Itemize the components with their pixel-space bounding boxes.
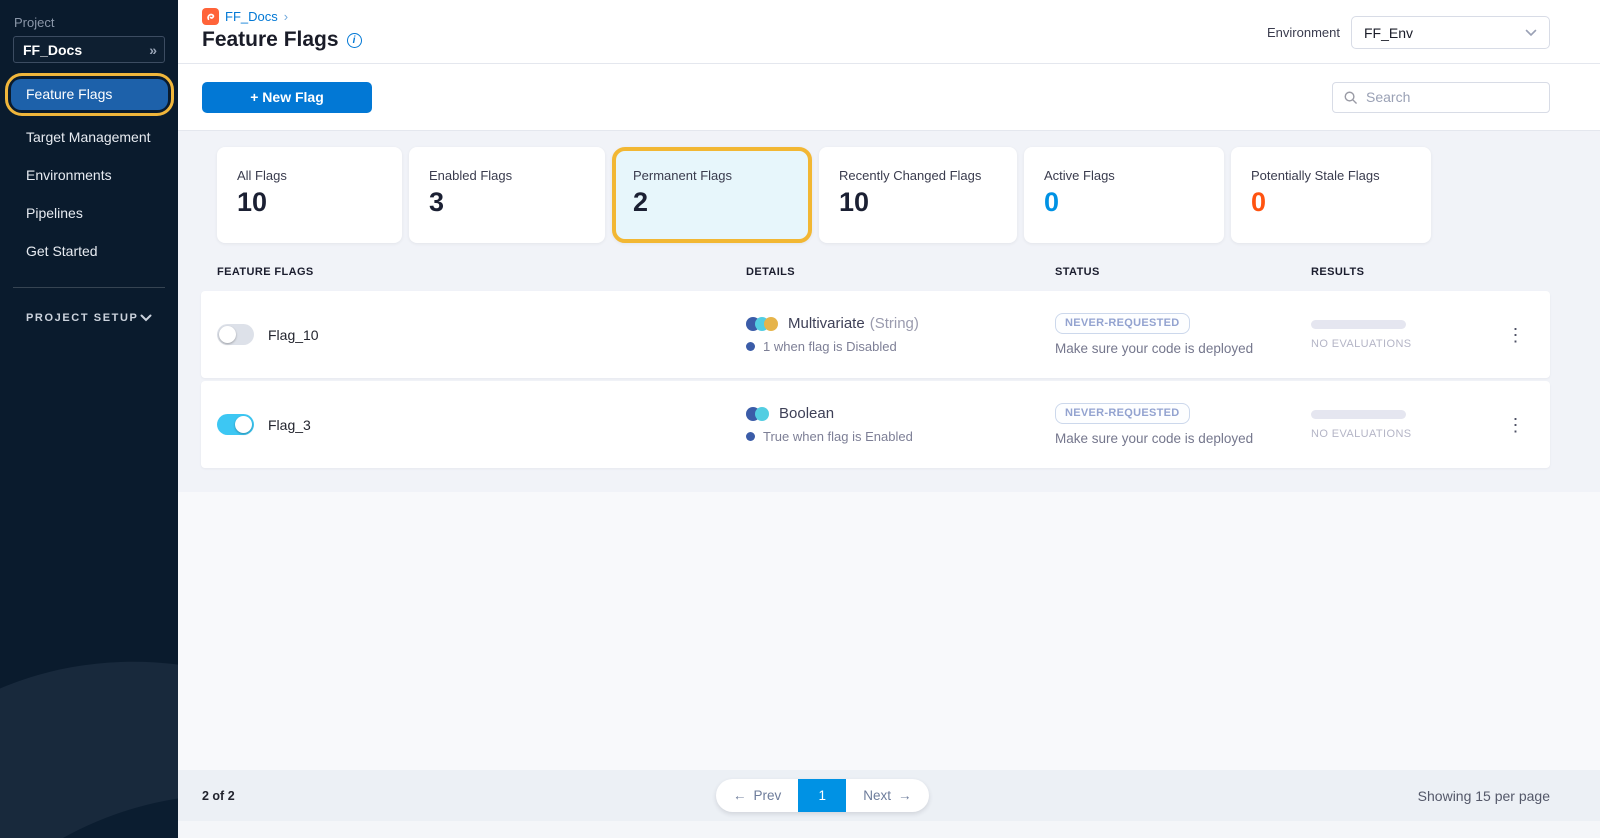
environment-label: Environment (1267, 25, 1340, 40)
column-header-results: RESULTS (1311, 266, 1365, 278)
stat-card-recently-changed-flags[interactable]: Recently Changed Flags 10 (819, 147, 1017, 243)
default-rule-text: True when flag is Enabled (763, 429, 913, 444)
column-header-feature-flags: FEATURE FLAGS (217, 266, 314, 278)
status-badge: NEVER-REQUESTED (1055, 403, 1190, 424)
environment-value: FF_Env (1364, 24, 1414, 41)
breadcrumb[interactable]: FF_Docs › (202, 8, 362, 25)
arrow-right-icon: → (898, 788, 912, 803)
project-setup-section-toggle[interactable]: PROJECT SETUP (26, 309, 152, 327)
row-menu-kebab-icon[interactable]: ⋮ (1506, 324, 1525, 345)
toggle-knob (235, 416, 252, 433)
stat-card-active-flags[interactable]: Active Flags 0 (1024, 147, 1224, 243)
flag-toggle[interactable] (217, 414, 254, 435)
stat-label: Active Flags (1044, 168, 1115, 183)
stat-label: Permanent Flags (633, 168, 732, 183)
status-text: Make sure your code is deployed (1055, 431, 1254, 446)
per-page-indicator: Showing 15 per page (1417, 787, 1550, 804)
page-title: Feature Flags (202, 28, 339, 51)
flag-name[interactable]: Flag_3 (268, 416, 311, 433)
variant-color-dot (764, 316, 778, 331)
stat-value: 2 (633, 187, 649, 217)
row-count: 2 of 2 (202, 788, 235, 803)
stat-card-potentially-stale-flags[interactable]: Potentially Stale Flags 0 (1231, 147, 1431, 243)
next-label: Next (863, 788, 892, 803)
project-selector[interactable]: FF_Docs » (13, 36, 165, 63)
content: All Flags 10 Enabled Flags 3 Permanent F… (178, 131, 1600, 838)
evaluations-label: NO EVALUATIONS (1311, 427, 1412, 440)
breadcrumb-separator-icon: › (283, 9, 289, 24)
table-row[interactable]: Flag_3 Boolean True when flag is Enabled (201, 381, 1550, 468)
row-menu-kebab-icon[interactable]: ⋮ (1506, 414, 1525, 435)
toolbar: + New Flag (178, 64, 1600, 131)
next-page-button[interactable]: Next → (846, 779, 928, 812)
flag-type: Multivariate (788, 315, 865, 332)
content-empty-space (178, 492, 1600, 770)
arrow-left-icon: ← (733, 788, 747, 803)
toggle-knob (219, 326, 236, 343)
variant-color-dot (755, 406, 769, 421)
column-header-details: DETAILS (746, 266, 796, 278)
sidebar-nav: Feature Flags Target Management Environm… (0, 73, 178, 270)
stat-label: All Flags (237, 168, 287, 183)
evaluations-bar (1311, 409, 1406, 419)
sidebar-item-feature-flags[interactable]: Feature Flags (11, 79, 168, 110)
evaluations-label: NO EVALUATIONS (1311, 337, 1412, 350)
prev-page-button[interactable]: ← Prev (716, 779, 798, 812)
chevron-down-icon (140, 309, 152, 327)
default-variant-dot (746, 342, 755, 351)
page-number-button[interactable]: 1 (798, 779, 847, 812)
pagination: ← Prev 1 Next → (716, 779, 929, 812)
stat-label: Enabled Flags (429, 168, 513, 183)
default-variant-dot (746, 432, 755, 441)
sidebar-divider (13, 287, 165, 288)
flag-type-detail: (String) (869, 315, 919, 332)
flag-toggle[interactable] (217, 324, 254, 345)
sidebar: Project FF_Docs » Feature Flags Target M… (0, 0, 178, 838)
new-flag-button[interactable]: + New Flag (202, 81, 372, 113)
bottom-strip (178, 821, 1600, 838)
flag-type: Boolean (779, 405, 835, 422)
sidebar-item-environments[interactable]: Environments (26, 167, 112, 183)
page-header: FF_Docs › Feature Flags i Environment FF… (178, 0, 1600, 64)
pagination-footer: 2 of 2 ← Prev 1 Next → Showing 15 per pa… (178, 770, 1600, 821)
environment-select[interactable]: FF_Env (1351, 16, 1550, 49)
status-badge: NEVER-REQUESTED (1055, 313, 1190, 334)
chevron-down-icon (1525, 29, 1537, 37)
sidebar-item-pipelines[interactable]: Pipelines (26, 205, 83, 221)
project-setup-label: PROJECT SETUP (26, 312, 139, 324)
stat-card-all-flags[interactable]: All Flags 10 (217, 147, 402, 243)
default-rule-text: 1 when flag is Disabled (763, 339, 897, 354)
table-header: FEATURE FLAGS DETAILS STATUS RESULTS (201, 266, 1550, 278)
highlight-ring-feature-flags: Feature Flags (5, 73, 174, 116)
search-box[interactable] (1332, 81, 1550, 113)
stat-value: 10 (839, 187, 870, 217)
stat-value: 3 (429, 187, 445, 217)
stat-label: Potentially Stale Flags (1251, 168, 1380, 183)
search-input[interactable] (1366, 89, 1539, 105)
feature-flags-module-icon (202, 8, 219, 25)
info-icon[interactable]: i (346, 32, 362, 48)
flag-name[interactable]: Flag_10 (268, 326, 319, 343)
stat-card-permanent-flags[interactable]: Permanent Flags 2 (612, 147, 812, 243)
breadcrumb-project[interactable]: FF_Docs (225, 9, 278, 24)
sidebar-item-target-management[interactable]: Target Management (26, 129, 151, 145)
status-text: Make sure your code is deployed (1055, 341, 1254, 356)
stats-row: All Flags 10 Enabled Flags 3 Permanent F… (217, 147, 1550, 243)
prev-label: Prev (753, 788, 782, 803)
search-icon (1343, 90, 1358, 105)
double-chevron-right-icon[interactable]: » (149, 41, 157, 58)
project-name: FF_Docs (23, 41, 83, 58)
stat-value: 0 (1251, 187, 1267, 217)
stat-value: 10 (237, 187, 268, 217)
main-area: FF_Docs › Feature Flags i Environment FF… (178, 0, 1600, 838)
table-row[interactable]: Flag_10 Multivariate (String) 1 when fla… (201, 291, 1550, 378)
stat-label: Recently Changed Flags (839, 168, 982, 183)
project-label: Project (14, 15, 55, 30)
stat-card-enabled-flags[interactable]: Enabled Flags 3 (409, 147, 605, 243)
column-header-status: STATUS (1055, 266, 1100, 278)
stat-value: 0 (1044, 187, 1060, 217)
sidebar-item-get-started[interactable]: Get Started (26, 243, 98, 259)
evaluations-bar (1311, 319, 1406, 329)
